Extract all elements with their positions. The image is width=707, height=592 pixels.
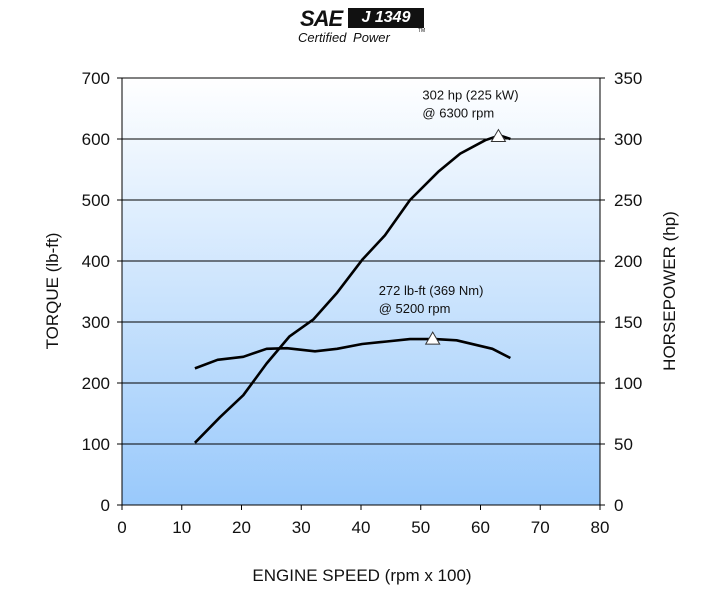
y-tick-label: 600 (82, 130, 110, 149)
y-tick-label: 300 (82, 313, 110, 332)
x-tick-label: 60 (471, 518, 490, 537)
y2-tick-label: 200 (614, 252, 642, 271)
logo-tm: TM (418, 28, 426, 34)
y-tick-label: 0 (101, 496, 110, 515)
logo-tagline: Certified Power (298, 30, 390, 45)
horsepower-line (193, 134, 511, 444)
x-tick-label: 0 (117, 518, 126, 537)
logo-brand: SAE (300, 6, 343, 31)
y-tick-label: 400 (82, 252, 110, 271)
y2-tick-label: 100 (614, 374, 642, 393)
x-tick-label: 70 (531, 518, 550, 537)
peak-marker (490, 128, 507, 143)
y2-tick-label: 250 (614, 191, 642, 210)
y-axis-label: TORQUE (lb-ft) (43, 233, 62, 350)
sae-logo: SAE J 1349 Certified Power TM (296, 4, 430, 46)
x-tick-label: 80 (591, 518, 610, 537)
y-tick-label: 100 (82, 435, 110, 454)
x-tick-label: 20 (232, 518, 251, 537)
peak-annotation: 272 lb-ft (369 Nm) (379, 283, 484, 298)
peak-annotation: 302 hp (225 kW) (422, 88, 518, 103)
y-tick-label: 200 (82, 374, 110, 393)
plot-background (122, 78, 600, 505)
y2-tick-label: 0 (614, 496, 623, 515)
logo-standard: J 1349 (348, 8, 424, 28)
y2-tick-label: 300 (614, 130, 642, 149)
x-axis-label: ENGINE SPEED (rpm x 100) (252, 566, 471, 585)
y-tick-label: 500 (82, 191, 110, 210)
y2-tick-label: 150 (614, 313, 642, 332)
y2-tick-label: 50 (614, 435, 633, 454)
y-tick-label: 700 (82, 69, 110, 88)
x-tick-label: 50 (411, 518, 430, 537)
peak-annotation: @ 5200 rpm (379, 301, 451, 316)
x-tick-label: 30 (292, 518, 311, 537)
x-tick-label: 40 (352, 518, 371, 537)
peak-annotation: @ 6300 rpm (422, 106, 494, 121)
x-tick-label: 10 (172, 518, 191, 537)
y2-tick-label: 350 (614, 69, 642, 88)
peak-marker (424, 331, 441, 345)
torque-line (194, 337, 511, 370)
y2-axis-label: HORSEPOWER (hp) (660, 211, 679, 371)
